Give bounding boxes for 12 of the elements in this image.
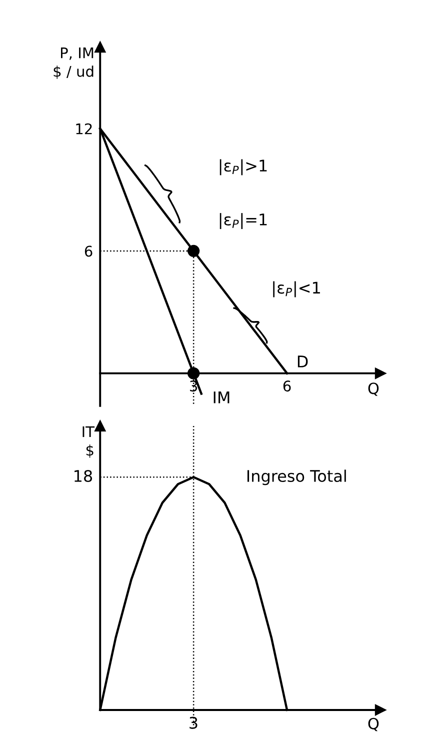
x-axis-title: Q (368, 382, 379, 396)
annotation: |ε$_{P}$|>1 (220, 159, 267, 176)
annotation: |ε$_{P}$|<1 (273, 281, 320, 298)
text: 18 (74, 470, 92, 482)
y-tick-label: 12 (76, 123, 92, 134)
annotation: D (298, 356, 308, 368)
y-axis-title: IT $ (82, 426, 95, 458)
annotation: IM (214, 392, 230, 404)
annotation: |ε$_{P}$|=1 (220, 213, 267, 230)
x-axis-title: Q (368, 718, 379, 732)
annotation: Ingreso Total (247, 470, 346, 486)
y-axis-title: P, IM $ / ud (54, 48, 94, 79)
